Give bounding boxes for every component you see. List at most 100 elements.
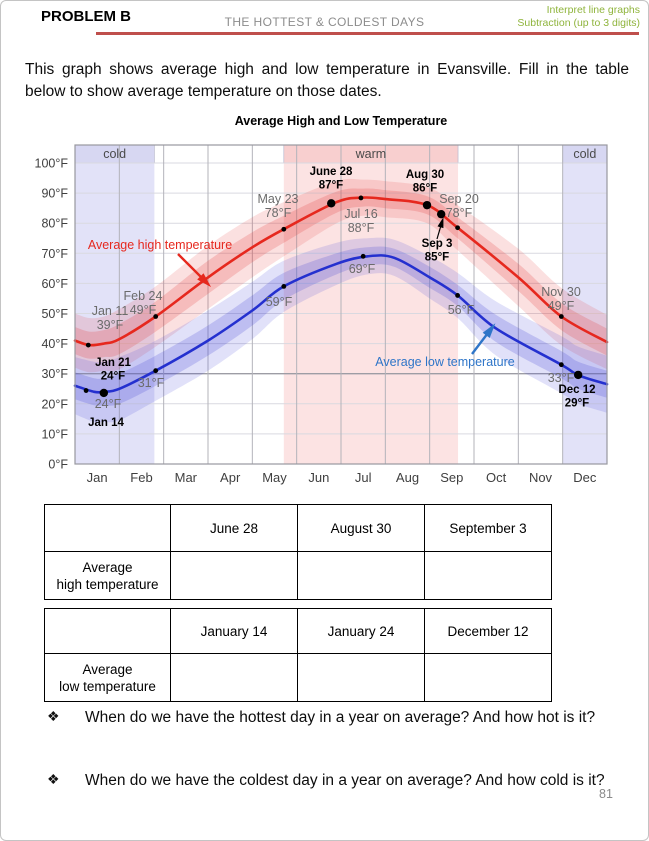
answer-cell-low-2[interactable]	[297, 653, 425, 702]
y-tick-label: 20°F	[41, 397, 68, 411]
point-annotation: Jan 14	[88, 417, 124, 429]
series-label: Average low temperature	[375, 355, 514, 369]
x-tick-label: Aug	[396, 470, 419, 485]
point-annotation: 33°F	[548, 371, 575, 385]
data-point-low	[573, 370, 583, 380]
x-tick-label: Jan	[87, 470, 108, 485]
y-tick-label: 60°F	[41, 277, 68, 291]
x-tick-label: Jul	[355, 470, 372, 485]
y-tick-label: 30°F	[41, 367, 68, 381]
table-corner-cell	[44, 504, 171, 552]
low-percentile-band	[75, 246, 607, 406]
answer-cell-low-1[interactable]	[170, 653, 298, 702]
bullet-icon: ❖	[47, 771, 60, 787]
temperature-chart: Jan 11 39°F Feb 24 49°F May 23 78°F Jul 16 88°F…	[1, 137, 648, 489]
annotation-arrowhead	[437, 217, 444, 229]
high-row-label-line1: Average	[82, 559, 133, 575]
data-point-high	[153, 314, 159, 319]
data-point-low	[153, 368, 159, 374]
avg-high-line	[73, 196, 609, 347]
x-tick-label: Oct	[486, 470, 507, 485]
season-label: cold	[103, 147, 126, 161]
data-point-high	[422, 200, 432, 210]
x-tick-label: Apr	[220, 470, 241, 485]
x-tick-label: Nov	[529, 470, 553, 485]
annotation-arrowhead	[482, 323, 496, 338]
high-col-header-1: June 28	[170, 504, 298, 552]
answer-cell-high-2[interactable]	[297, 551, 425, 600]
y-tick-label: 50°F	[41, 307, 68, 321]
avg-low-line	[73, 254, 609, 394]
low-row-label-line1: Average	[82, 661, 133, 677]
high-temperature-table: June 28 August 30 September 3 Average hi…	[44, 504, 552, 600]
data-point-low	[558, 362, 564, 368]
point-annotation: Dec 12 29°F	[558, 384, 595, 410]
page-number: 81	[599, 787, 613, 801]
low-row-label-line2: low temperature	[59, 678, 156, 694]
x-tick-label: Dec	[573, 470, 597, 485]
low-temperature-table: January 14 January 24 December 12 Averag…	[44, 608, 552, 702]
low-row-label: Average low temperature	[44, 653, 171, 702]
question-coldest-text: When do we have the coldest day in a yea…	[85, 772, 605, 789]
question-coldest: ❖ When do we have the coldest day in a y…	[47, 770, 613, 792]
data-point-low	[83, 388, 89, 393]
annotation-arrowhead	[197, 273, 212, 288]
low-col-header-3: December 12	[424, 608, 552, 654]
y-tick-label: 80°F	[41, 217, 68, 231]
x-tick-label: Sep	[440, 470, 463, 485]
data-point-low	[99, 388, 109, 398]
point-annotation: 59°F	[266, 295, 293, 309]
low-col-header-1: January 14	[170, 608, 298, 654]
table-corner-cell	[44, 608, 171, 654]
point-annotation: May 23 78°F	[258, 192, 299, 220]
data-point-high	[455, 225, 460, 231]
answer-cell-high-3[interactable]	[424, 551, 552, 600]
point-annotation: 56°F	[448, 303, 475, 317]
season-label: cold	[573, 147, 596, 161]
data-point-high	[436, 209, 446, 219]
intro-text: This graph shows average high and low te…	[25, 61, 629, 101]
x-tick-label: Mar	[175, 470, 198, 485]
point-annotation: Jul 16 88°F	[344, 207, 377, 235]
point-annotation: Feb 24 49°F	[124, 289, 163, 317]
point-annotation: Nov 30 49°F	[541, 285, 581, 313]
point-annotation: 69°F	[349, 262, 376, 276]
answer-cell-high-1[interactable]	[170, 551, 298, 600]
x-tick-label: Jun	[308, 470, 329, 485]
data-point-low	[281, 284, 287, 289]
y-tick-label: 90°F	[41, 187, 68, 201]
skills-note: Interpret line graphs Subtraction (up to…	[517, 4, 640, 30]
problem-label: PROBLEM B	[41, 8, 131, 25]
skill-line-2: Subtraction (up to 3 digits)	[517, 17, 640, 29]
answer-cell-low-3[interactable]	[424, 653, 552, 702]
high-percentile-band	[75, 188, 607, 359]
y-tick-label: 0°F	[48, 458, 68, 472]
x-tick-label: May	[262, 470, 287, 485]
point-annotation: June 28 87°F	[310, 166, 353, 192]
y-tick-label: 10°F	[41, 427, 68, 441]
data-point-high	[281, 226, 287, 232]
high-col-header-2: August 30	[297, 504, 425, 552]
high-row-label: Average high temperature	[44, 551, 171, 600]
low-col-header-2: January 24	[297, 608, 425, 654]
point-annotation: Jan 21 24°F	[95, 357, 131, 383]
plot-border	[74, 144, 608, 465]
high-percentile-band	[75, 178, 607, 373]
y-tick-label: 100°F	[35, 157, 69, 171]
high-row-label-line2: high temperature	[56, 576, 159, 592]
question-hottest-text: When do we have the hottest day in a yea…	[85, 709, 596, 726]
data-point-high	[558, 314, 564, 319]
header-divider	[96, 32, 639, 35]
chart-title: Average High and Low Temperature	[234, 114, 448, 128]
point-annotation: 24°F	[95, 397, 122, 411]
point-annotation: Sep 20 78°F	[439, 192, 479, 220]
y-tick-label: 70°F	[41, 247, 68, 261]
point-annotation: Jan 11 39°F	[92, 304, 129, 332]
point-annotation: Sep 3 85°F	[422, 238, 453, 264]
data-point-low	[360, 253, 366, 259]
point-annotation: 31°F	[138, 376, 165, 390]
data-point-low	[455, 293, 460, 298]
worksheet-title: THE HOTTEST & COLDEST DAYS	[224, 15, 425, 29]
data-point-high	[327, 199, 336, 208]
